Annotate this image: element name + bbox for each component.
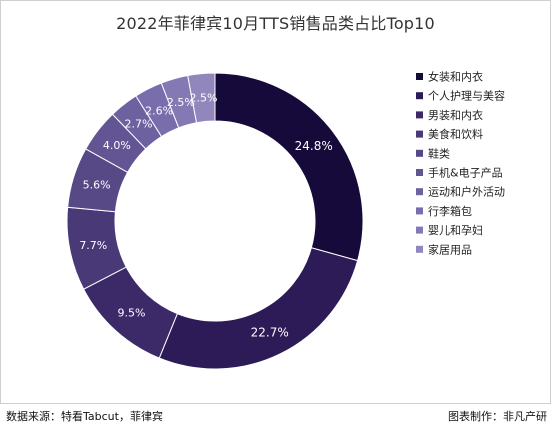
legend-swatch-2 [416,92,423,100]
slice-1 [214,72,364,262]
legend-swatch-8 [416,207,423,215]
data-label-6: 4.0% [103,139,131,152]
legend-label-8: 行李箱包 [428,204,472,218]
legend-swatch-1 [416,73,423,80]
legend-swatch-5 [416,149,423,157]
data-label-1: 24.8% [295,139,333,153]
legend-label-7: 运动和户外活动 [428,185,505,199]
chart-maker-note: 图表制作：非凡产研 [448,410,547,423]
slice-2 [158,247,359,370]
data-label-2: 22.7% [251,325,289,339]
data-label-9: 2.5% [167,96,195,109]
legend: 女装和内衣个人护理与美容男装和内衣美食和饮料鞋类手机&电子产品运动和户外活动行李… [416,70,505,256]
chart-title: 2022年菲律宾10月TTS销售品类占比Top10 [116,14,435,33]
legend-label-10: 家居用品 [428,242,472,256]
legend-label-5: 鞋类 [428,146,450,160]
legend-label-1: 女装和内衣 [428,70,483,84]
legend-label-9: 婴儿和孕妇 [428,224,483,237]
data-label-10: 2.5% [190,92,218,105]
data-label-8: 2.6% [145,104,173,117]
slices [66,72,364,370]
slice-10 [187,72,216,124]
legend-label-6: 手机&电子产品 [428,166,503,180]
data-label-5: 5.6% [83,178,111,191]
legend-swatch-7 [416,188,423,196]
legend-swatch-4 [416,130,423,138]
legend-swatch-3 [416,111,423,119]
legend-label-3: 男装和内衣 [428,108,483,122]
data-label-7: 2.7% [125,117,153,130]
data-labels: 24.8%22.7%9.5%7.7%5.6%4.0%2.7%2.6%2.5%2.… [79,92,332,340]
legend-swatch-9 [416,226,423,234]
legend-swatch-6 [416,169,423,176]
data-source-note: 数据来源：特看Tabcut，菲律宾 [6,410,163,423]
data-label-4: 7.7% [79,239,107,252]
legend-swatch-10 [416,245,423,253]
data-label-3: 9.5% [118,307,146,320]
legend-label-2: 个人护理与美容 [428,89,505,103]
legend-label-4: 美食和饮料 [428,127,483,141]
